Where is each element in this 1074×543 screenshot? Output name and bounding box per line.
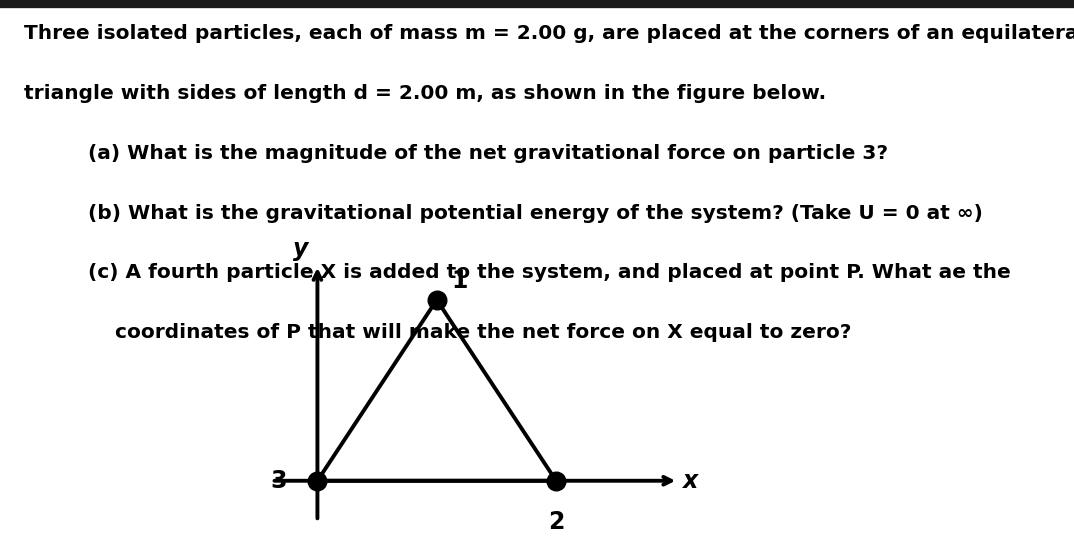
Point — [548, 476, 565, 485]
Point — [309, 476, 326, 485]
Text: 1: 1 — [451, 269, 467, 293]
Text: Three isolated particles, each of mass m = 2.00 g, are placed at the corners of : Three isolated particles, each of mass m… — [24, 24, 1074, 43]
Text: (a) What is the magnitude of the net gravitational force on particle 3?: (a) What is the magnitude of the net gra… — [88, 144, 888, 163]
Text: x: x — [683, 469, 698, 493]
Text: 3: 3 — [270, 469, 287, 493]
Text: triangle with sides of length d = 2.00 m, as shown in the figure below.: triangle with sides of length d = 2.00 m… — [24, 84, 826, 103]
Text: (b) What is the gravitational potential energy of the system? (Take U = 0 at ∞): (b) What is the gravitational potential … — [88, 204, 983, 223]
Text: coordinates of P that will make the net force on X equal to zero?: coordinates of P that will make the net … — [115, 323, 852, 342]
Point — [429, 295, 446, 304]
Text: (c) A fourth particle X is added to the system, and placed at point P. What ae t: (c) A fourth particle X is added to the … — [88, 263, 1011, 282]
Text: 2: 2 — [548, 510, 564, 534]
Text: y: y — [293, 237, 308, 262]
